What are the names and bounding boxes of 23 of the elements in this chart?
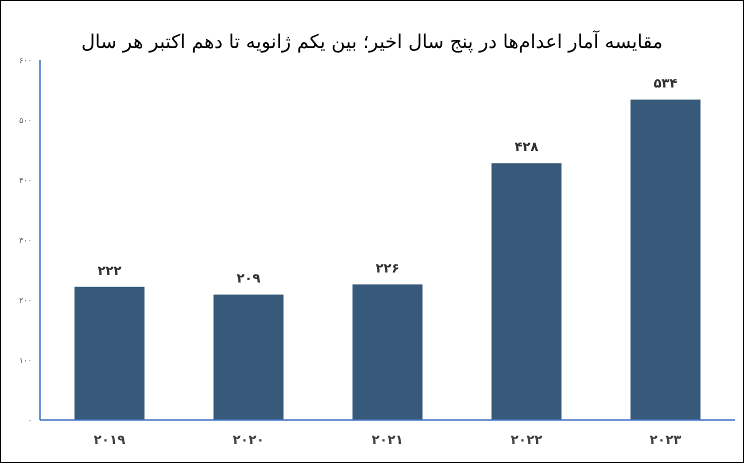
data-label: ۲۲۶: [376, 261, 400, 276]
x-tick-label: ۲۰۲۰: [232, 433, 264, 448]
bar: [214, 294, 284, 420]
y-tick-label: ۴۰۰: [19, 176, 32, 185]
data-label: ۵۳۴: [654, 76, 678, 92]
bar: [74, 286, 144, 420]
x-tick-label: ۲۰۲۳: [650, 433, 682, 448]
x-tick-label: ۲۰۲۱: [372, 433, 404, 448]
y-tick-label: ۱۰۰: [19, 356, 32, 365]
bar: [492, 163, 562, 420]
x-tick-label: ۲۰۲۲: [510, 433, 542, 448]
bar: [630, 100, 700, 420]
y-tick-label: ۲۰۰: [19, 296, 32, 305]
x-tick-label: ۲۰۱۹: [94, 433, 126, 448]
bar: [352, 284, 422, 420]
y-tick-label: ۶۰۰: [19, 56, 32, 65]
y-tick-label: ۳۰۰: [19, 236, 32, 245]
data-label: ۲۰۹: [236, 272, 260, 287]
data-label: ۲۲۲: [98, 264, 122, 279]
y-tick-label: ۵۰۰: [19, 116, 32, 125]
chart-title: مقایسه آمار اعدام‌ها در پنج سال اخیر؛ بین یکم ژانویه تا دهم اکتبر هر سال: [81, 30, 663, 53]
data-label: ۴۲۸: [514, 140, 538, 156]
y-tick-label: ۰: [28, 416, 32, 425]
